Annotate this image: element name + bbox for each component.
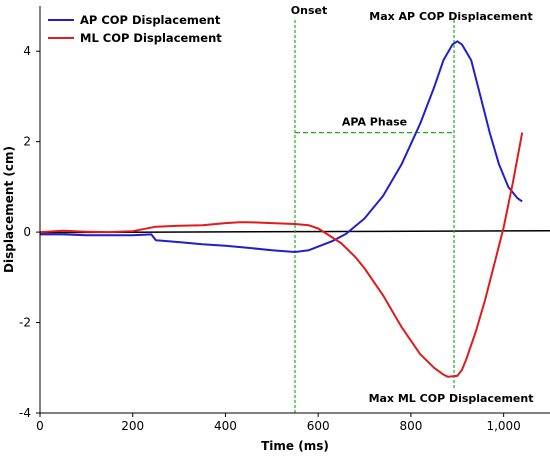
max-ap-annotation: Max AP COP Displacement	[369, 10, 533, 23]
series-line	[40, 40, 523, 253]
x-axis-title: Time (ms)	[261, 439, 329, 453]
x-ticks: 0 200 400 600 800 1,000	[36, 413, 521, 433]
y-tick-label: 4	[23, 44, 31, 58]
y-ticks: -4 -2 0 2 4	[19, 44, 40, 420]
y-tick-label: 2	[23, 135, 31, 149]
series-layer	[39, 40, 524, 378]
y-tick-label: 0	[23, 225, 31, 239]
x-tick-label: 600	[307, 419, 330, 433]
x-tick-label: 400	[214, 419, 237, 433]
series-line	[39, 132, 524, 378]
annotation-texts: Onset Max AP COP Displacement APA Phase Max…	[291, 4, 534, 405]
y-tick-label: -4	[19, 406, 31, 420]
onset-annotation: Onset	[291, 4, 327, 17]
y-tick-label: -2	[19, 316, 31, 330]
x-tick-label: 1,000	[486, 419, 520, 433]
legend-label: ML COP Displacement	[80, 31, 222, 45]
max-ml-annotation: Max ML COP Displacement	[369, 392, 534, 405]
x-tick-label: 800	[399, 419, 422, 433]
apa-phase-annotation: APA Phase	[342, 116, 407, 129]
x-tick-label: 200	[121, 419, 144, 433]
legend: AP COP Displacement ML COP Displacement	[48, 13, 222, 45]
y-axis-title: Displacement (cm)	[2, 146, 16, 273]
annotation-guides	[294, 20, 455, 413]
x-tick-label: 0	[36, 419, 44, 433]
legend-label: AP COP Displacement	[80, 13, 221, 27]
